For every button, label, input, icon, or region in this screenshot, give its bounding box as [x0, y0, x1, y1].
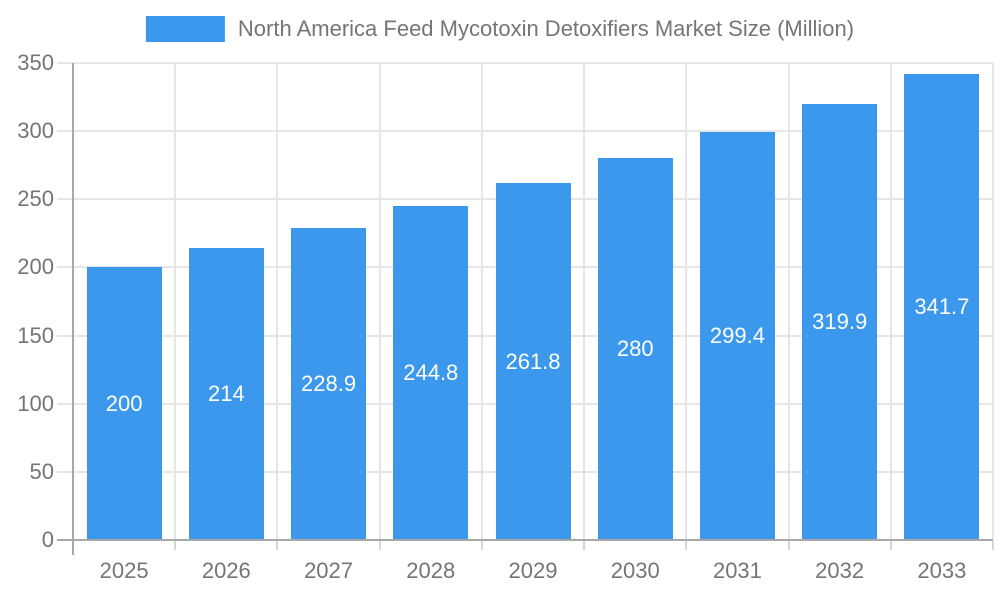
bar-2028[interactable]	[393, 206, 469, 540]
gridline-vertical	[378, 63, 381, 540]
x-axis-tick	[685, 541, 688, 550]
bar-2026[interactable]	[188, 248, 264, 540]
bar-2027[interactable]	[291, 228, 367, 540]
gridline-vertical	[276, 63, 279, 540]
x-axis-tick	[480, 541, 483, 550]
x-tick-label: 2026	[201, 558, 251, 583]
y-tick-label: 150	[17, 322, 54, 348]
bar-2031[interactable]	[699, 131, 775, 540]
y-tick-label: 0	[41, 527, 54, 552]
x-tick-label: 2028	[406, 558, 456, 583]
gridline-vertical	[583, 63, 586, 540]
bar-value-label: 341.7	[914, 294, 970, 320]
bar-value-label: 228.9	[301, 371, 357, 397]
bar-2030[interactable]	[597, 158, 673, 540]
gridline-vertical	[787, 63, 790, 540]
legend-label: North America Feed Mycotoxin Detoxifiers…	[237, 16, 855, 41]
x-tick-label: 2030	[610, 558, 660, 583]
x-tick-label: 2027	[304, 558, 354, 583]
legend-swatch	[145, 16, 225, 42]
x-tick-label: 2031	[712, 558, 762, 583]
x-axis-tick	[992, 541, 994, 550]
x-tick-label: 2032	[815, 558, 865, 583]
y-tick-label: 50	[29, 458, 54, 484]
x-axis-tick	[276, 541, 279, 550]
gridline-vertical	[174, 63, 177, 540]
x-tick-label: 2029	[508, 558, 558, 583]
x-tick-label: 2025	[99, 558, 149, 583]
gridline-horizontal	[57, 130, 993, 133]
y-tick-label: 200	[17, 254, 54, 280]
gridline-vertical	[992, 63, 994, 540]
x-axis-tick	[174, 541, 177, 550]
x-axis-tick	[787, 541, 790, 550]
x-axis-tick	[378, 541, 381, 550]
bar-2029[interactable]	[495, 183, 571, 540]
gridline-vertical	[685, 63, 688, 540]
bar-2032[interactable]	[802, 104, 878, 540]
bar-value-label: 299.4	[709, 322, 765, 348]
y-tick-label: 100	[17, 390, 54, 416]
bar-2033[interactable]	[904, 74, 980, 540]
bar-value-label: 244.8	[403, 360, 459, 386]
x-axis-tick	[583, 541, 586, 550]
y-tick-label: 350	[17, 50, 54, 75]
legend-item[interactable]: North America Feed Mycotoxin Detoxifiers…	[145, 15, 855, 43]
x-tick-label: 2033	[917, 558, 967, 583]
y-axis-line	[72, 63, 74, 555]
bar-value-label: 280	[616, 336, 654, 362]
bar-2025[interactable]	[86, 267, 162, 540]
bar-value-label: 214	[207, 381, 245, 407]
gridline-vertical	[889, 63, 892, 540]
bar-value-label: 200	[105, 390, 143, 416]
x-axis-line	[57, 539, 993, 541]
gridline-horizontal	[57, 62, 993, 64]
x-axis-tick	[889, 541, 892, 550]
gridline-vertical	[480, 63, 483, 540]
bar-value-label: 319.9	[812, 309, 868, 334]
bar-value-label: 261.8	[505, 348, 561, 374]
y-tick-label: 250	[17, 186, 54, 212]
y-tick-label: 300	[17, 118, 54, 144]
